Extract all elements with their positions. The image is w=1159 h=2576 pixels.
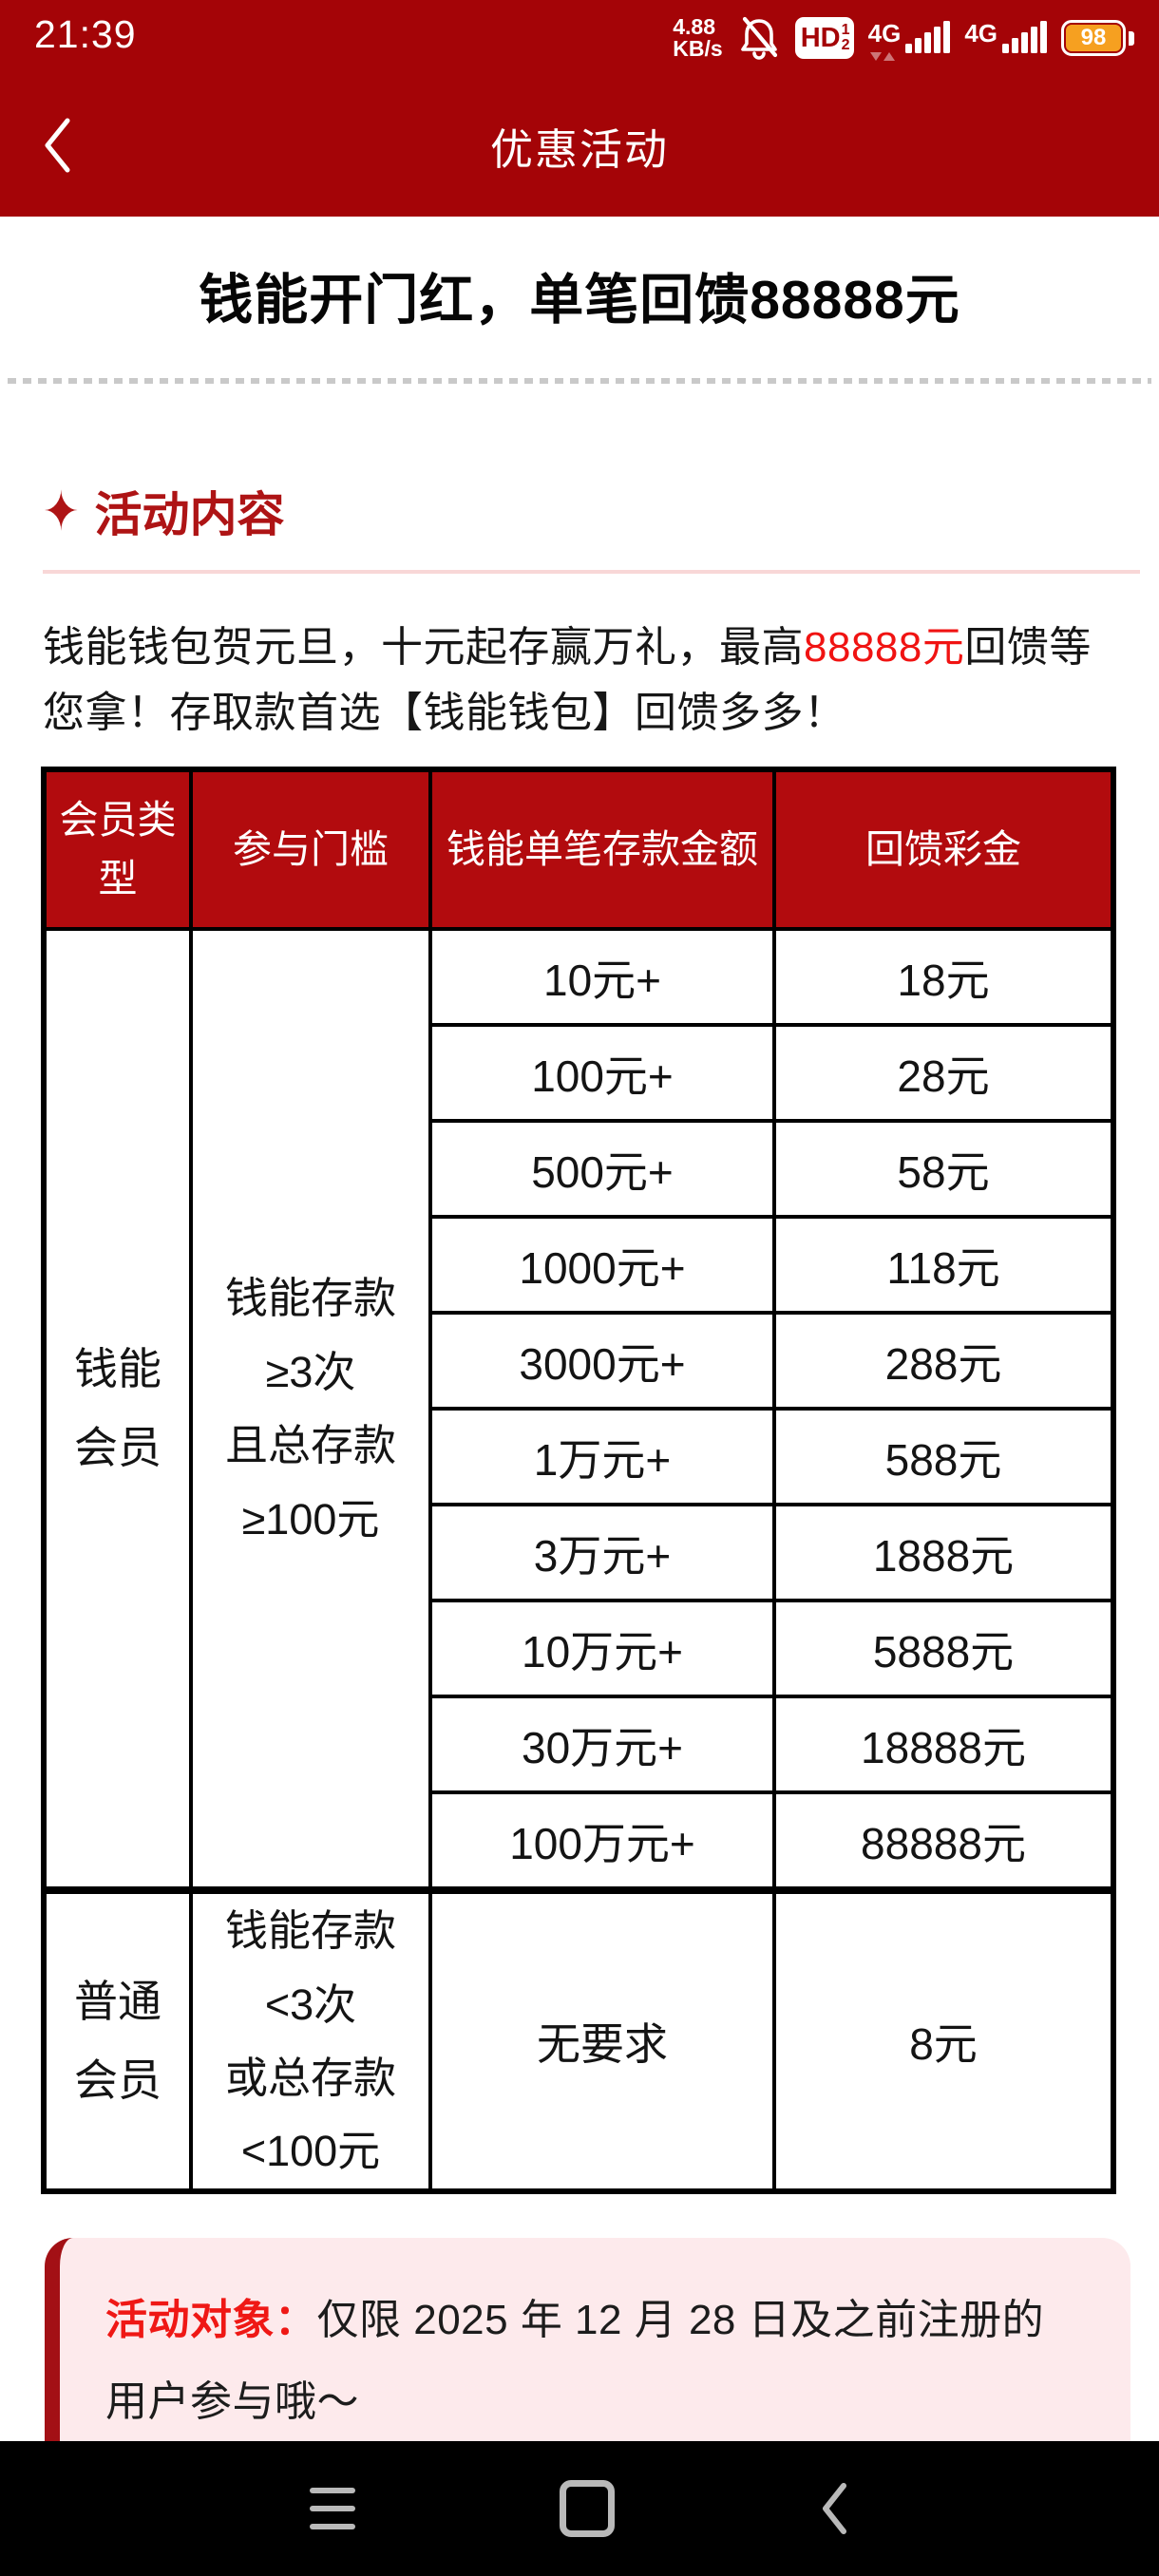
mute-bell-icon (737, 15, 781, 61)
sim1-signal-bars-icon (905, 21, 951, 53)
table-row: 30万元+ 18888元 (44, 1695, 1115, 1795)
table-row: 500元+ 58元 (44, 1119, 1115, 1220)
member-type-cell: 钱能 会员 (42, 927, 193, 1893)
sim2-network-type: 4G (964, 19, 998, 47)
data-activity-arrows-icon (869, 52, 895, 61)
col-header-reward: 回馈彩金 (772, 767, 1115, 932)
col-header-deposit-amount: 钱能单笔存款金额 (428, 767, 776, 932)
home-square-icon (560, 2480, 615, 2537)
battery-indicator: 98 (1061, 20, 1134, 56)
reward-cell: 118元 (772, 1215, 1115, 1316)
network-speed-indicator: 4.88 KB/s (673, 13, 723, 61)
section-underline (43, 570, 1140, 574)
back-chevron-icon (823, 2483, 846, 2534)
network-speed-unit: KB/s (673, 36, 723, 61)
reward-cell: 288元 (772, 1311, 1115, 1411)
table-row: 10万元+ 5888元 (44, 1599, 1115, 1699)
status-time: 21:39 (34, 12, 137, 56)
hd-sim2-digit: 2 (841, 37, 850, 53)
notice-text: 仅限 2025 年 12 月 28 日及之前注册的用户参与哦～ (105, 2296, 1045, 2425)
dashed-divider (8, 378, 1151, 384)
sim2-signal-indicator: 4G (964, 21, 1047, 55)
sim1-signal-indicator: 4G (867, 19, 951, 61)
diamond-bullet-icon: ✦ (43, 480, 80, 542)
home-button[interactable] (560, 2480, 615, 2537)
system-back-button[interactable] (819, 2481, 849, 2536)
volte-hd-icon: HD 1 2 (794, 17, 854, 59)
page-header-title: 优惠活动 (489, 124, 669, 174)
system-navigation-bar (0, 2441, 1159, 2576)
threshold-cell: 钱能存款 <3次 或总存款 <100元 (189, 1886, 432, 2193)
col-header-threshold: 参与门槛 (189, 767, 432, 932)
deposit-amount-cell: 1万元+ (428, 1407, 776, 1507)
table-header-row: 会员类型 参与门槛 钱能单笔存款金额 回馈彩金 (42, 767, 1115, 932)
promo-title: 钱能开门红，单笔回馈88888元 (199, 270, 960, 331)
menu-icon (310, 2488, 355, 2529)
sim1-network-type: 4G (867, 19, 902, 47)
hd-label: HD (800, 22, 841, 53)
deposit-amount-cell: 3000元+ (428, 1311, 776, 1411)
section-header: ✦ 活动内容 (43, 477, 1159, 545)
back-chevron-icon (45, 118, 70, 173)
battery-percent: 98 (1080, 25, 1107, 50)
notice-label: 活动对象： (105, 2296, 317, 2343)
col-header-member-type: 会员类型 (42, 767, 193, 932)
reward-cell: 588元 (772, 1407, 1115, 1507)
intro-highlight-amount: 88888元 (804, 624, 965, 671)
deposit-amount-cell: 10万元+ (428, 1599, 776, 1699)
intro-paragraph: 钱能钱包贺元旦，十元起存赢万礼，最高88888元回馈等您拿！存取款首选【钱能钱包… (43, 616, 1116, 746)
deposit-amount-cell: 无要求 (428, 1886, 776, 2193)
table-row: 100万元+ 88888元 (44, 1790, 1115, 1893)
deposit-amount-cell: 1000元+ (428, 1215, 776, 1316)
back-button[interactable] (38, 112, 76, 179)
deposit-amount-cell: 10元+ (428, 927, 776, 1028)
deposit-amount-cell: 100万元+ (428, 1790, 776, 1893)
table-row: 钱能 会员 钱能存款 ≥3次 且总存款 ≥100元 10元+ 18元 (42, 927, 1115, 1893)
table-row: 3万元+ 1888元 (44, 1503, 1115, 1603)
threshold-cell: 钱能存款 ≥3次 且总存款 ≥100元 (189, 927, 432, 1893)
status-icons: 4.88 KB/s HD 1 2 4G (673, 15, 1134, 61)
table-row: 100元+ 28元 (44, 1023, 1115, 1124)
member-type-cell: 普通 会员 (42, 1886, 193, 2193)
intro-text-2: 回馈等您拿！存取款首选【钱能钱包】回馈多多！ (43, 624, 1092, 736)
hd-sim1-digit: 1 (841, 22, 850, 38)
section-title: 活动内容 (94, 488, 285, 541)
title-bar: 优惠活动 (0, 74, 1159, 217)
sim2-signal-bars-icon (1002, 21, 1047, 53)
deposit-amount-cell: 500元+ (428, 1119, 776, 1220)
app-header: 21:39 4.88 KB/s HD 1 2 4G (0, 0, 1159, 217)
network-speed-value: 4.88 (673, 13, 715, 39)
deposit-amount-cell: 100元+ (428, 1023, 776, 1124)
battery-icon: 98 (1061, 20, 1126, 56)
reward-cell: 88888元 (772, 1790, 1115, 1893)
reward-cell: 18888元 (772, 1695, 1115, 1795)
table-row: 1万元+ 588元 (44, 1407, 1115, 1507)
table-row-regular-member: 普通 会员 钱能存款 <3次 或总存款 <100元 无要求 8元 (42, 1886, 1115, 2193)
deposit-amount-cell: 30万元+ (428, 1695, 776, 1795)
status-bar: 21:39 4.88 KB/s HD 1 2 4G (0, 0, 1159, 74)
reward-cell: 8元 (772, 1886, 1115, 2193)
reward-cell: 1888元 (772, 1503, 1115, 1603)
reward-cell: 18元 (772, 927, 1115, 1028)
intro-text-1: 钱能钱包贺元旦，十元起存赢万礼，最高 (43, 624, 804, 671)
reward-cell: 58元 (772, 1119, 1115, 1220)
promo-table: 会员类型 参与门槛 钱能单笔存款金额 回馈彩金 钱能 会员 钱能存款 ≥3次 且… (41, 767, 1116, 2194)
table-row: 3000元+ 288元 (44, 1311, 1115, 1411)
reward-cell: 5888元 (772, 1599, 1115, 1699)
table-row: 1000元+ 118元 (44, 1215, 1115, 1316)
reward-cell: 28元 (772, 1023, 1115, 1124)
recents-button[interactable] (310, 2488, 355, 2529)
deposit-amount-cell: 3万元+ (428, 1503, 776, 1603)
